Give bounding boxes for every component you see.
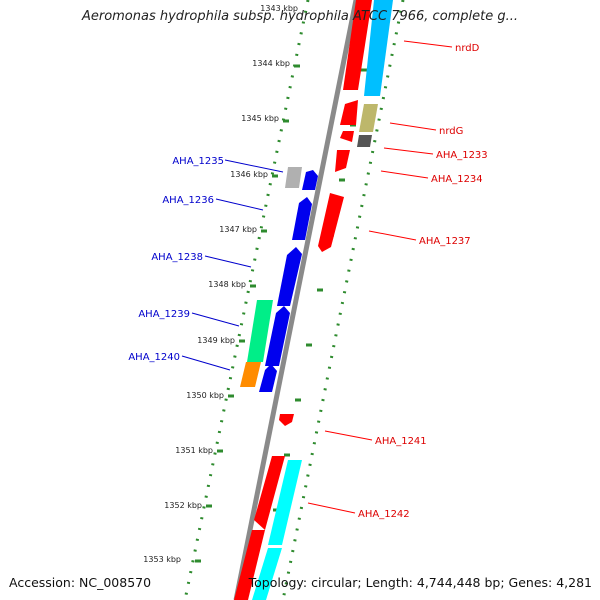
gene-label-AHA_1240[interactable]: AHA_1240 <box>128 352 180 363</box>
kbp-label: 1344 kbp <box>252 59 290 68</box>
reverse-label-leaders <box>307 40 453 514</box>
gene-feature-blue-1235b[interactable] <box>302 170 318 190</box>
gene-feature-cyan-upper[interactable] <box>364 0 393 96</box>
gene-feature-khaki[interactable] <box>359 104 378 132</box>
kbp-label: 1347 kbp <box>219 225 257 234</box>
gene-feature-cyan-bottom[interactable] <box>252 548 282 600</box>
gene-feature-AHA_1234[interactable] <box>335 150 350 172</box>
kbp-label: 1352 kbp <box>164 501 202 510</box>
gene-label-AHA_1233[interactable]: AHA_1233 <box>436 150 488 161</box>
gene-feature-AHA_1233[interactable] <box>340 131 354 142</box>
kbp-label: 1350 kbp <box>186 391 224 400</box>
gene-label-nrdD[interactable]: nrdD <box>455 43 480 54</box>
genome-summary-text: Topology: circular; Length: 4,744,448 bp… <box>248 575 592 590</box>
reverse-strand-features <box>234 0 393 600</box>
gene-feature-blue-1239[interactable] <box>265 306 290 366</box>
map-title: Aeromonas hydrophila subsp. hydrophila A… <box>81 9 519 24</box>
kbp-label: 1346 kbp <box>230 170 268 179</box>
gene-label-AHA_1236[interactable]: AHA_1236 <box>162 195 214 206</box>
gene-feature-nrdD[interactable] <box>343 0 372 90</box>
forward-strand-features <box>240 167 318 392</box>
gene-label-AHA_1235[interactable]: AHA_1235 <box>172 156 224 167</box>
kbp-label: 1353 kbp <box>143 555 181 564</box>
gene-label-AHA_1242[interactable]: AHA_1242 <box>358 509 410 520</box>
gene-feature-nrdG[interactable] <box>340 100 358 125</box>
accession-text: Accession: NC_008570 <box>9 575 152 590</box>
genome-backbone <box>233 0 359 600</box>
gene-feature-AHA_1238[interactable] <box>277 247 302 306</box>
gene-feature-AHA_1235[interactable] <box>285 167 302 188</box>
gene-feature-AHA_1236[interactable] <box>292 197 312 240</box>
gene-feature-grey[interactable] <box>357 135 372 147</box>
gene-label-AHA_1241[interactable]: AHA_1241 <box>375 436 427 447</box>
gene-feature-AHA_1239[interactable] <box>247 300 273 362</box>
gene-feature-AHA_1237[interactable] <box>318 193 344 252</box>
gene-feature-red-bottom[interactable] <box>234 530 265 600</box>
gene-label-nrdG[interactable]: nrdG <box>439 126 463 137</box>
gene-feature-blue-1240[interactable] <box>259 364 277 392</box>
gene-feature-cyan-lower[interactable] <box>268 460 302 545</box>
kbp-label: 1349 kbp <box>197 336 235 345</box>
gene-label-AHA_1237[interactable]: AHA_1237 <box>419 236 471 247</box>
gene-feature-AHA_1240[interactable] <box>240 362 261 387</box>
gene-label-AHA_1234[interactable]: AHA_1234 <box>431 174 483 185</box>
gene-feature-AHA_1242[interactable] <box>254 456 285 530</box>
kbp-label: 1343 kbp <box>260 4 298 13</box>
kbp-label: 1348 kbp <box>208 280 246 289</box>
gene-label-AHA_1238[interactable]: AHA_1238 <box>151 252 203 263</box>
kbp-label: 1345 kbp <box>241 114 279 123</box>
kbp-label: 1351 kbp <box>175 446 213 455</box>
gene-label-AHA_1239[interactable]: AHA_1239 <box>138 309 190 320</box>
gene-feature-AHA_1241[interactable] <box>279 414 294 426</box>
forward-label-leaders <box>181 159 284 371</box>
